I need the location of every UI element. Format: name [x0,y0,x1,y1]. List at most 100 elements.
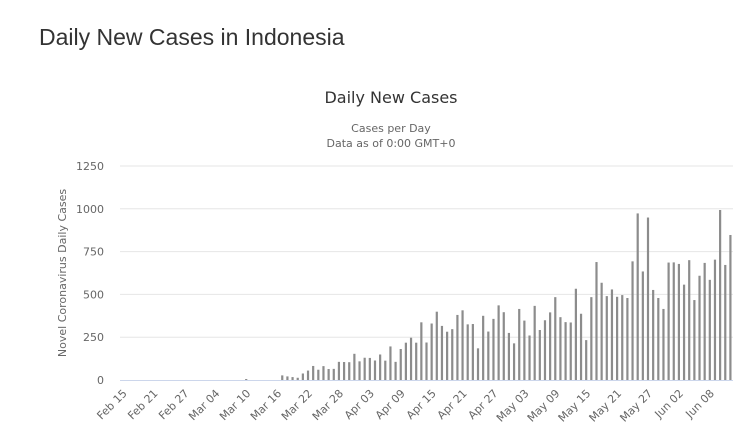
bar[interactable] [301,373,304,380]
bar[interactable] [688,260,691,380]
bar[interactable] [528,335,531,380]
bar[interactable] [379,354,382,380]
bar[interactable] [605,296,608,380]
bar[interactable] [518,308,521,380]
bar[interactable] [373,360,377,380]
bar[interactable] [616,296,619,380]
bar[interactable] [657,298,660,380]
bar[interactable] [296,377,299,380]
bar[interactable] [337,361,341,380]
bar[interactable] [342,362,346,380]
bar[interactable] [353,353,356,380]
bar[interactable] [471,324,474,380]
bar[interactable] [332,368,335,380]
bar[interactable] [693,300,696,380]
bar[interactable] [368,357,371,380]
bar[interactable] [409,337,413,380]
bar[interactable] [487,331,490,380]
bar[interactable] [662,308,665,380]
bar[interactable] [719,210,722,380]
bar[interactable] [394,361,397,380]
x-tick-label: Apr 21 [435,387,470,422]
bar[interactable] [646,217,650,380]
y-tick-label: 250 [83,331,104,344]
bar[interactable] [440,325,444,380]
y-tick-label: 500 [83,288,104,301]
y-axis-ticks: 0 250 500 750 1000 1250 [76,160,104,387]
bar[interactable] [358,361,361,380]
y-tick-label: 1250 [76,160,104,173]
bar[interactable] [574,288,577,380]
bar[interactable] [322,366,325,380]
x-tick-label: May 09 [525,387,563,425]
bar[interactable] [363,357,366,380]
bar[interactable] [585,340,588,380]
bar[interactable] [703,262,706,380]
bar[interactable] [652,289,655,380]
bar[interactable] [569,322,572,380]
bar[interactable] [497,305,500,380]
bar[interactable] [549,312,552,380]
bar[interactable] [306,370,310,380]
bar[interactable] [281,375,284,380]
bar[interactable] [461,310,464,380]
bar[interactable] [641,271,644,380]
y-tick-label: 0 [97,374,104,387]
bar[interactable] [389,346,392,380]
bar[interactable] [600,282,603,380]
bar[interactable] [435,311,438,380]
bar[interactable] [724,264,727,380]
bar[interactable] [708,279,711,380]
bar[interactable] [245,379,248,380]
bar[interactable] [327,369,330,380]
bar[interactable] [626,298,629,380]
x-tick-label: Mar 04 [186,387,222,423]
bar[interactable] [636,213,639,380]
bar[interactable] [682,284,686,380]
page-title: Daily New Cases in Indonesia [39,24,345,50]
bar[interactable] [672,262,675,380]
bar[interactable] [538,330,541,380]
bar[interactable] [456,314,459,380]
bar[interactable] [677,263,681,380]
bar[interactable] [564,322,567,380]
bar[interactable] [595,262,598,380]
bar[interactable] [425,342,428,380]
bar[interactable] [451,329,454,380]
bar[interactable] [446,331,449,380]
bar[interactable] [291,377,294,380]
chart-subtitle: Cases per Day Data as of 0:00 GMT+0 [0,121,746,151]
bar[interactable] [404,342,407,380]
bar[interactable] [348,362,351,380]
bar[interactable] [523,320,526,380]
bar[interactable] [698,275,701,380]
bar[interactable] [492,318,495,380]
bar[interactable] [713,259,717,380]
bar[interactable] [543,320,547,380]
bar[interactable] [482,315,485,380]
bar[interactable] [286,376,289,380]
bar[interactable] [466,324,469,380]
bar[interactable] [430,323,433,381]
bar[interactable] [512,343,516,380]
bar[interactable] [507,332,511,380]
bar[interactable] [476,348,480,380]
bar[interactable] [590,297,593,380]
bar[interactable] [312,365,315,380]
bar[interactable] [415,342,418,380]
bar[interactable] [631,261,634,380]
bar[interactable] [533,305,536,380]
bar[interactable] [610,289,614,380]
bar[interactable] [420,322,423,380]
bar[interactable] [667,262,670,380]
grid-lines [120,165,733,338]
bar[interactable] [729,234,732,380]
bar[interactable] [559,317,562,380]
bar[interactable] [317,369,320,380]
bar[interactable] [554,297,557,380]
bar[interactable] [621,295,624,380]
bar[interactable] [502,312,505,380]
bar[interactable] [579,313,583,380]
bar[interactable] [399,349,402,380]
bar[interactable] [384,360,387,380]
